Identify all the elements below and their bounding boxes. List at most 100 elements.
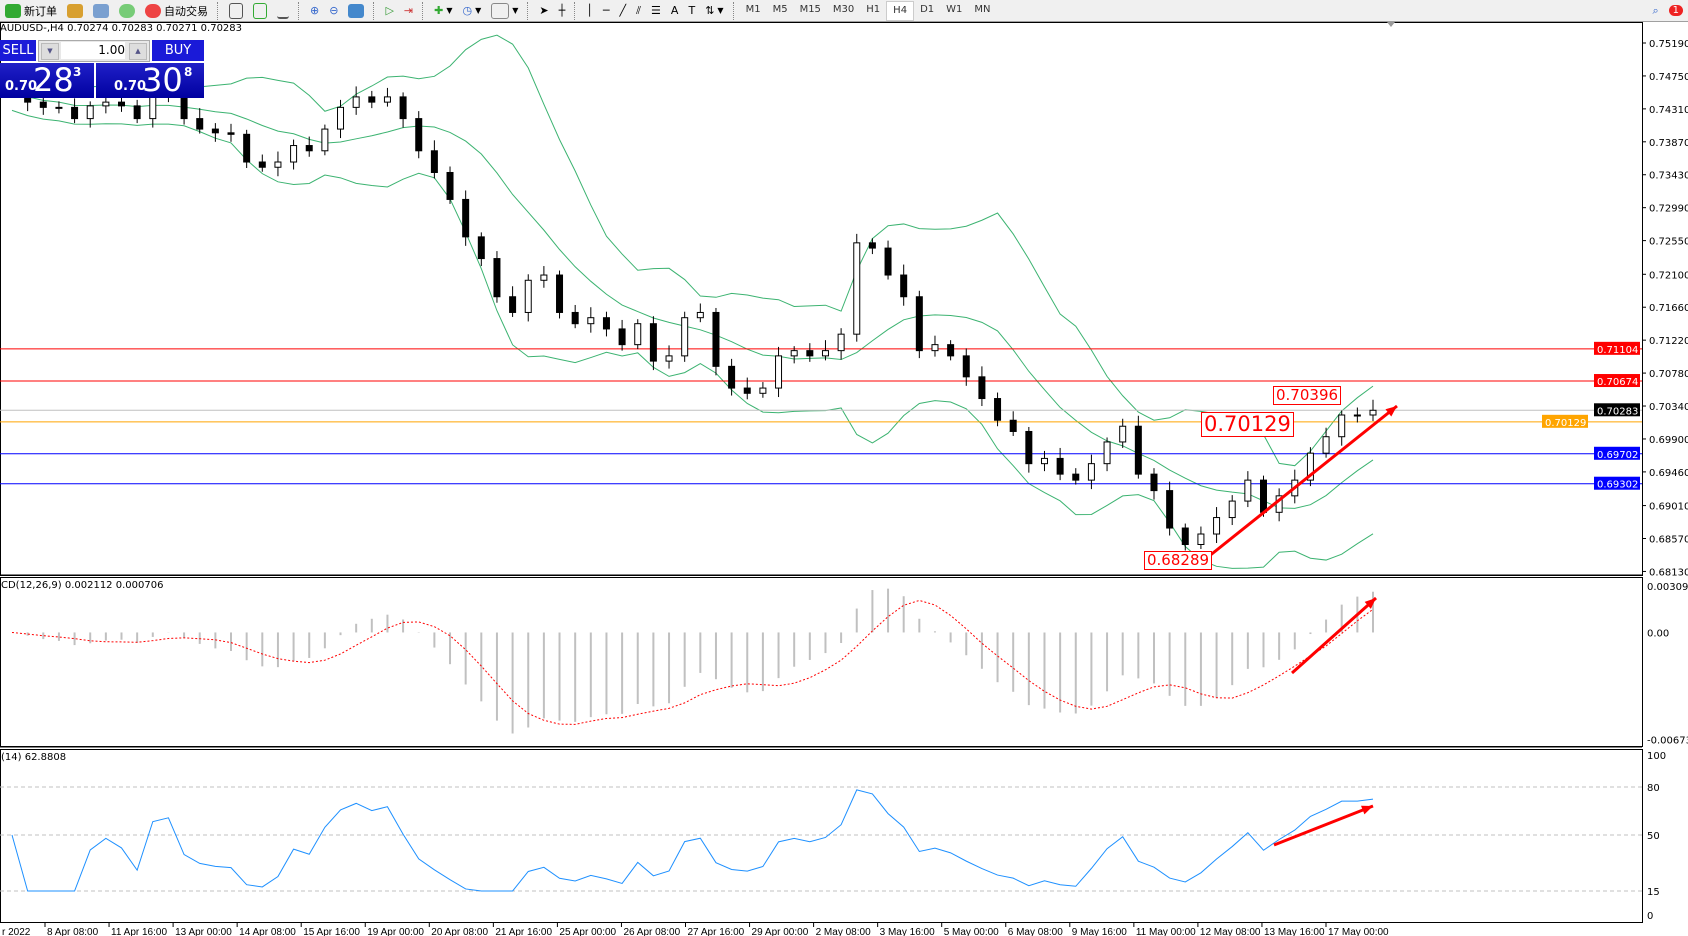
bear-candle [243,133,251,163]
annotation-low[interactable]: 0.68289 [1144,551,1213,570]
trendline-icon: ╱ [619,4,627,17]
chart-shift-marker [1387,22,1395,27]
price-tag-label: 0.70129 [1545,418,1586,429]
timeframe-h1[interactable]: H1 [866,3,881,15]
time-tick-label: 3 May 16:00 [880,927,935,936]
lot-stepper[interactable]: ▼ 1.00 ▲ [38,40,150,62]
price-tag [1542,414,1588,428]
time-tick-label: 2 May 08:00 [816,927,871,936]
rsi-label: (14) 62.8808 [1,752,67,763]
annotation-high[interactable]: 0.70396 [1273,386,1342,405]
bear-candle [133,105,141,120]
separator [422,1,425,20]
new-order-button[interactable]: 新订单 [0,1,62,21]
timeframe-m15[interactable]: M15 [799,3,821,15]
bull-candle [1040,457,1048,465]
price-tick-label: 0.68130 [1649,567,1688,578]
bar-chart-button[interactable] [224,1,248,21]
sell-button[interactable]: SELL [0,40,36,61]
search-button[interactable]: ⌕ [1647,1,1663,21]
bull-candle [759,387,767,394]
tile-windows-button[interactable] [343,1,369,21]
bear-candle [962,355,970,378]
channel-tool[interactable]: ⫽ [631,1,646,21]
trendline-tool[interactable]: ╱ [615,1,632,21]
timeframe-h4[interactable]: H4 [886,0,915,21]
vertical-line-tool[interactable]: │ [581,1,598,21]
cursor-icon: ➤ [539,4,549,17]
lot-input[interactable]: 1.00 [61,42,125,59]
indicators-button[interactable]: ✚ ▼ [429,1,457,21]
text-icon: A [670,4,679,17]
bull-candle [86,105,94,120]
signals-button[interactable] [114,1,140,21]
buy-price[interactable]: 0.70 30 8 [96,61,204,99]
text-tool[interactable]: A [666,1,684,21]
bear-candle [493,258,501,298]
fibonacci-icon: ☰ [651,4,661,17]
cursor-tool[interactable]: ➤ [534,1,553,21]
grid-icon [348,3,365,18]
autoscroll-button[interactable]: ▷ [380,1,398,21]
sell-price[interactable]: 0.70 28 3 [0,61,94,99]
lot-up-button[interactable]: ▲ [129,43,147,60]
chart-shift-button[interactable]: ⇥ [399,1,418,21]
candle-chart-button[interactable] [248,1,272,21]
metaeditor-button[interactable] [62,1,88,21]
fibonacci-tool[interactable]: ☰ [646,1,666,21]
buy-button[interactable]: BUY [152,40,204,61]
bear-candle [305,145,313,152]
bull-candle [540,274,548,281]
bull-candle [321,128,329,152]
annotation-level[interactable]: 0.70129 [1201,412,1294,437]
notification-badge: 1 [1668,5,1683,16]
time-tick-label: 11 Apr 16:00 [111,927,167,936]
price-pane [0,22,1643,576]
zoom-in-button[interactable]: ⊕ [305,1,324,21]
auto-trading-button[interactable]: 自动交易 [140,1,213,21]
bull-candle [1213,517,1221,535]
timeframe-m1[interactable]: M1 [745,3,761,15]
bull-candle [587,317,595,325]
bull-candle [696,311,704,319]
chevron-down-icon: ▼ [512,6,519,15]
chart-canvas[interactable]: 0.75190 0.74750 0.74310 0.73870 0.73430 0.729… [0,22,1688,936]
timeframe-m5[interactable]: M5 [772,3,788,15]
price-tick-label: 0.74750 [1649,72,1688,83]
bull-candle [1087,463,1095,481]
rsi-tick-label: 50 [1647,831,1660,842]
separator [373,1,376,20]
periods-button[interactable]: ◷ ▼ [458,1,487,21]
arrows-tool[interactable]: ⇅ ▼ [700,1,728,21]
bear-candle [806,350,814,357]
bear-candle [1009,419,1017,432]
macd-trend-arrow [1291,596,1377,675]
horizontal-line-tool[interactable]: ─ [598,1,615,21]
bear-candle [39,101,47,108]
timeframe-m30[interactable]: M30 [832,3,855,15]
timeframe-mn[interactable]: MN [974,3,991,15]
bull-candle [821,350,829,357]
template-icon [491,2,510,19]
autoscroll-icon: ▷ [385,4,394,17]
lot-down-button[interactable]: ▼ [41,43,59,60]
text-label-tool[interactable]: T [683,1,700,21]
timeframe-d1[interactable]: D1 [920,3,935,15]
templates-button[interactable]: ▼ [486,1,523,21]
bear-candle [462,198,470,238]
bear-candle [915,296,923,352]
crosshair-tool[interactable]: ┼ [554,1,571,21]
bull-candle [1103,441,1111,465]
bear-candle [1166,490,1174,529]
notifications-button[interactable]: 1 [1664,1,1688,21]
timeframe-w1[interactable]: W1 [946,3,963,15]
zoom-out-button[interactable]: ⊖ [324,1,343,21]
bear-candle [571,311,579,325]
bull-candle [1353,414,1361,417]
price-tag [1594,446,1640,460]
zoom-out-icon: ⊖ [329,4,339,17]
price-tick-label: 0.75190 [1649,39,1688,50]
price-trend-arrow-head [1385,406,1397,417]
terminal-button[interactable] [88,1,114,21]
line-chart-button[interactable] [272,1,294,21]
